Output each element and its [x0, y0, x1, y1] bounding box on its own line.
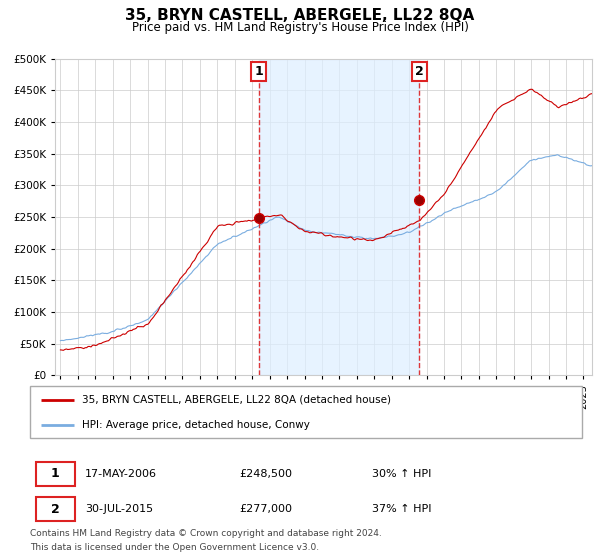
Text: 30-JUL-2015: 30-JUL-2015 [85, 504, 154, 514]
FancyBboxPatch shape [35, 461, 75, 486]
Text: 17-MAY-2006: 17-MAY-2006 [85, 469, 157, 479]
Text: 2: 2 [415, 65, 424, 78]
Text: 1: 1 [254, 65, 263, 78]
Text: This data is licensed under the Open Government Licence v3.0.: This data is licensed under the Open Gov… [30, 543, 319, 552]
Text: Price paid vs. HM Land Registry's House Price Index (HPI): Price paid vs. HM Land Registry's House … [131, 21, 469, 34]
Text: 2: 2 [51, 502, 60, 516]
Text: £248,500: £248,500 [240, 469, 293, 479]
Text: 37% ↑ HPI: 37% ↑ HPI [372, 504, 432, 514]
Text: 35, BRYN CASTELL, ABERGELE, LL22 8QA (detached house): 35, BRYN CASTELL, ABERGELE, LL22 8QA (de… [82, 395, 391, 405]
Text: £277,000: £277,000 [240, 504, 293, 514]
Text: 1: 1 [51, 467, 60, 480]
Text: 35, BRYN CASTELL, ABERGELE, LL22 8QA: 35, BRYN CASTELL, ABERGELE, LL22 8QA [125, 8, 475, 24]
FancyBboxPatch shape [35, 497, 75, 521]
Text: Contains HM Land Registry data © Crown copyright and database right 2024.: Contains HM Land Registry data © Crown c… [30, 529, 382, 538]
Bar [259, 59, 419, 375]
Text: HPI: Average price, detached house, Conwy: HPI: Average price, detached house, Conw… [82, 420, 310, 430]
FancyBboxPatch shape [30, 386, 582, 438]
Text: 30% ↑ HPI: 30% ↑ HPI [372, 469, 431, 479]
